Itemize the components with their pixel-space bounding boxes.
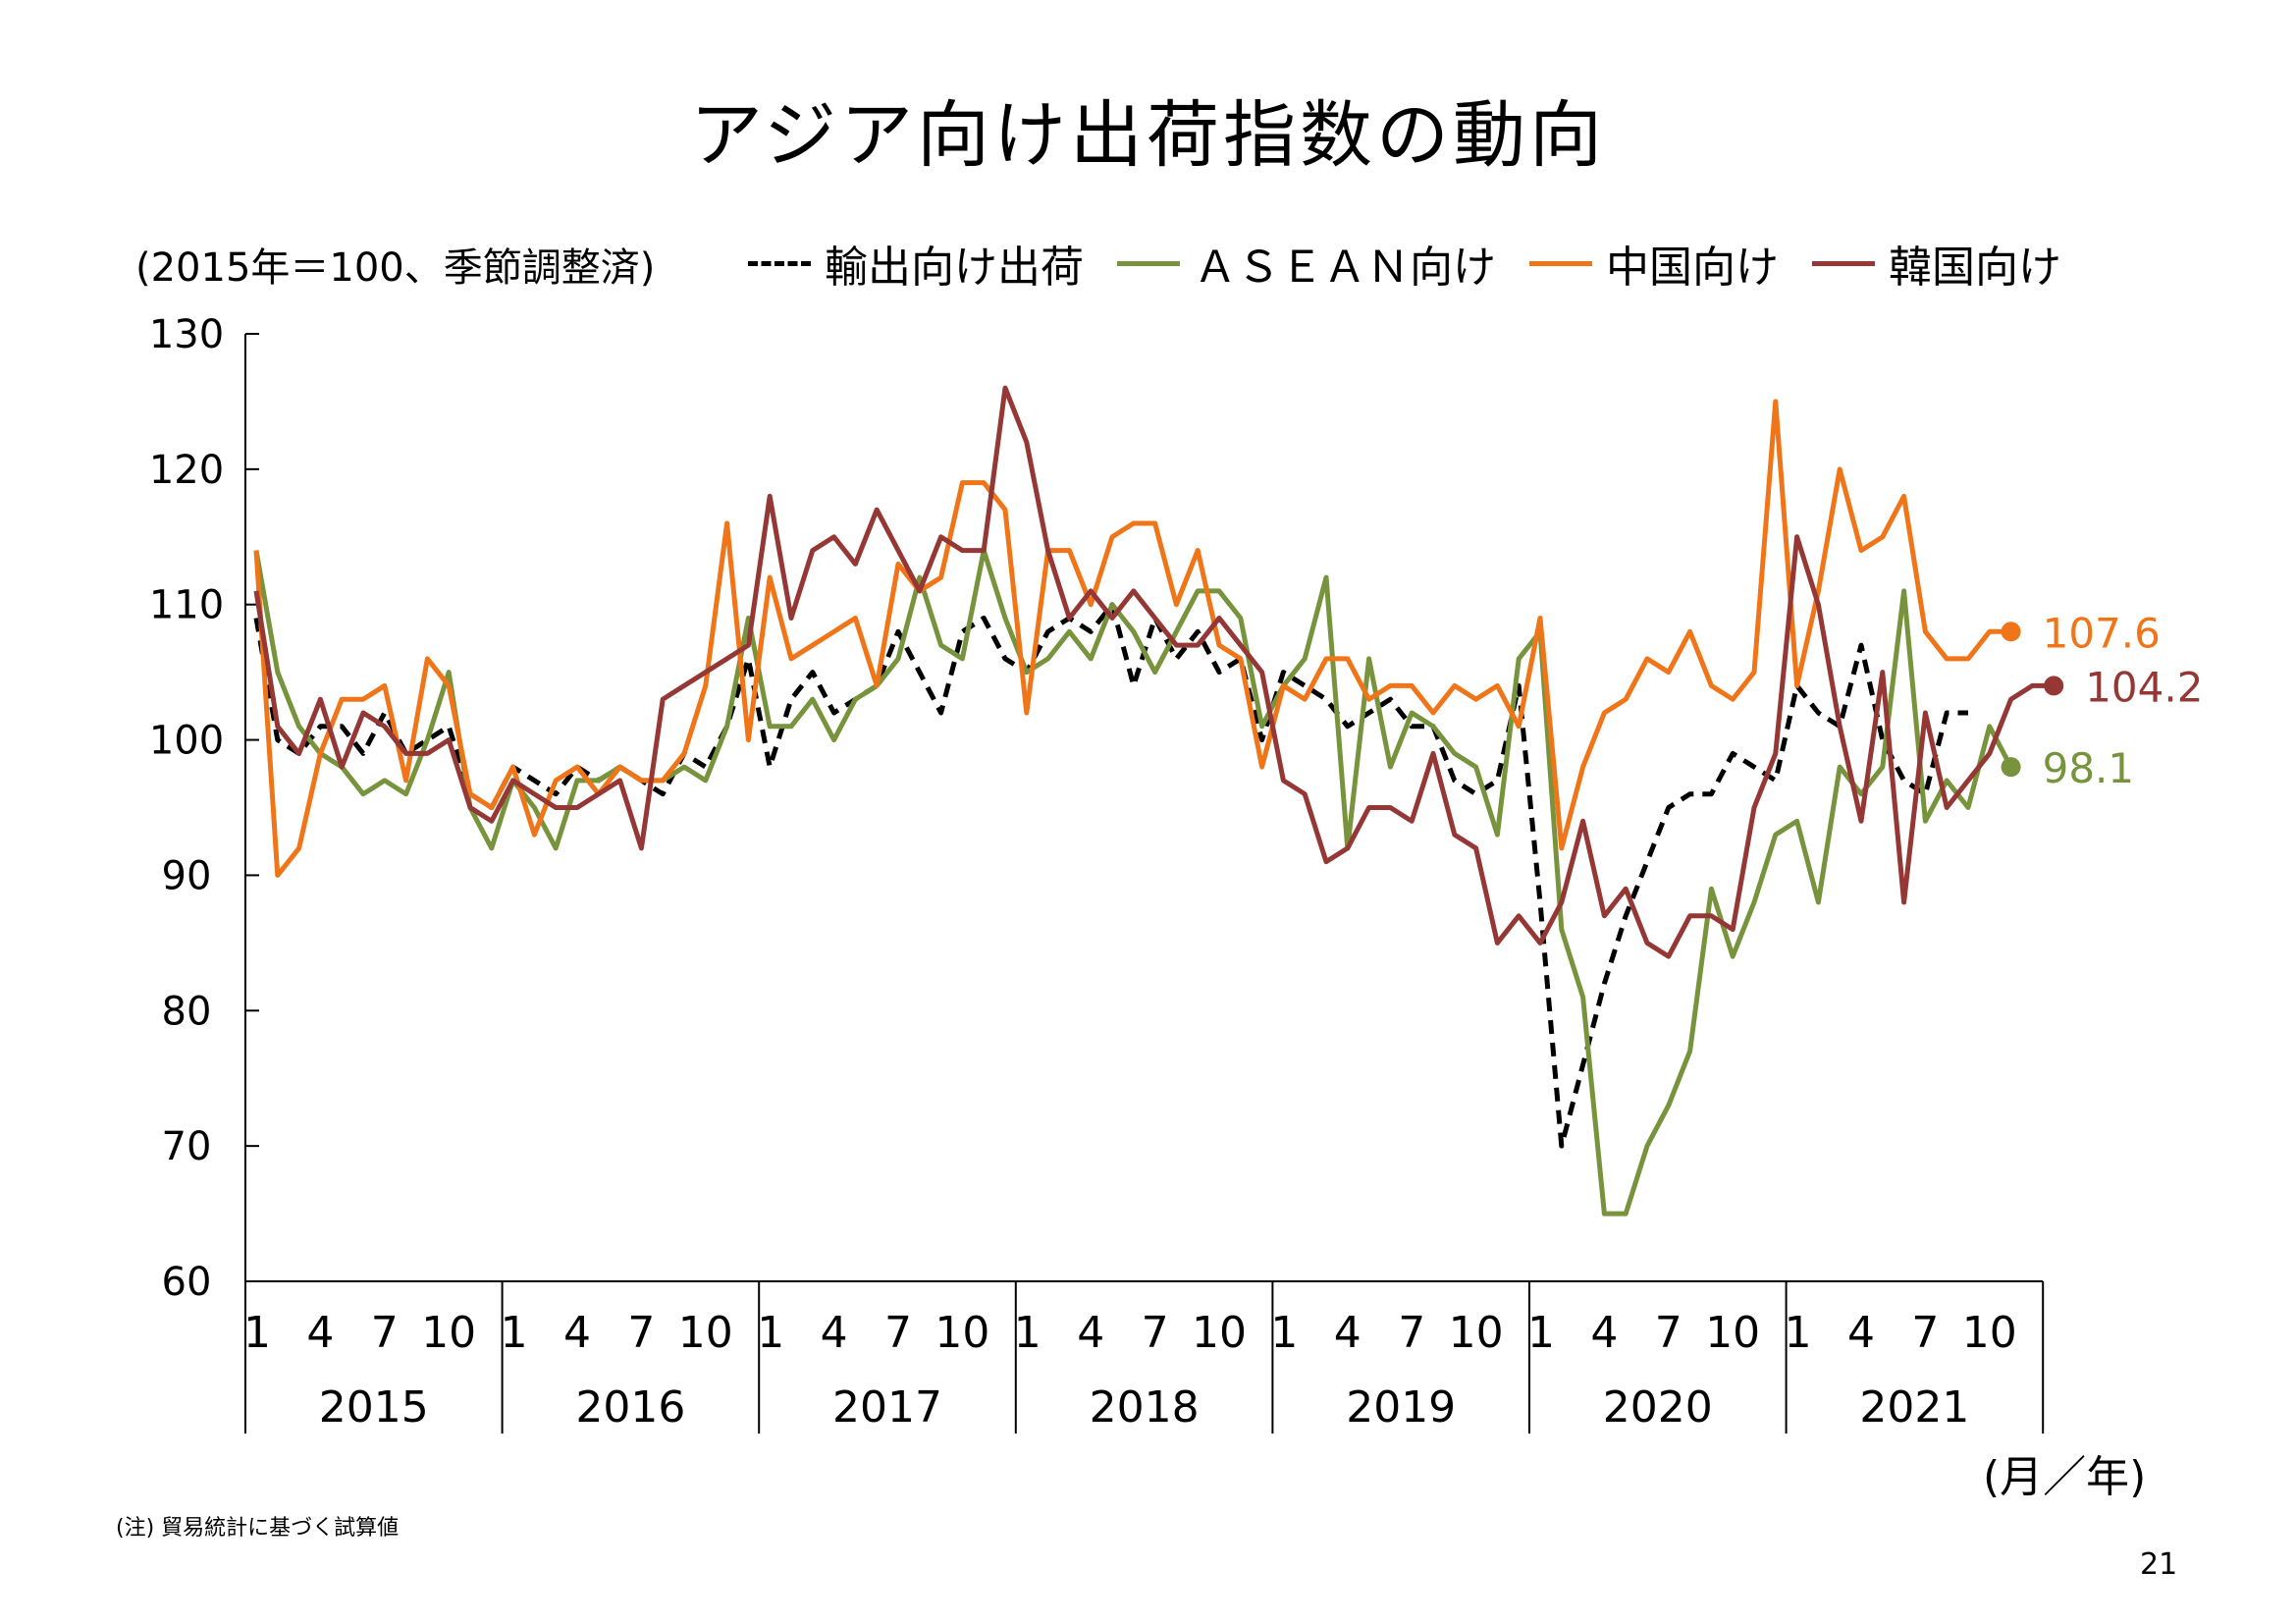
y-tick-label-130: 130 (149, 312, 224, 357)
page-number: 21 (2140, 1547, 2178, 1582)
month-label-2015-10: 10 (421, 1308, 476, 1358)
month-label-2021-10: 10 (1962, 1308, 2017, 1358)
month-label-2021-4: 4 (1847, 1308, 1875, 1358)
legend: 輸出向け出荷 ＡＳＥＡＮ向け 中国向け 韓国向け (748, 232, 2095, 295)
month-label-2016-7: 7 (627, 1308, 655, 1358)
y-tick-label-120: 120 (149, 448, 224, 493)
month-label-2021-1: 1 (1785, 1308, 1812, 1358)
month-label-2017-10: 10 (934, 1308, 989, 1358)
footnote: (注) 貿易統計に基づく試算値 (116, 1516, 400, 1541)
month-label-2018-4: 4 (1077, 1308, 1104, 1358)
month-label-2017-1: 1 (757, 1308, 784, 1358)
legend-swatch-china (1529, 260, 1592, 266)
legend-item-asean: ＡＳＥＡＮ向け (1117, 232, 1496, 295)
year-label-2017: 2017 (832, 1382, 942, 1433)
month-label-2020-1: 1 (1527, 1308, 1555, 1358)
series-line-2 (253, 399, 2011, 878)
month-label-2019-7: 7 (1398, 1308, 1425, 1358)
series-end-marker-2 (2001, 622, 2021, 642)
month-label-2017-4: 4 (821, 1308, 848, 1358)
legend-label-korea: 韓国向け (1889, 243, 2061, 293)
legend-item-china: 中国向け (1529, 232, 1779, 295)
y-unit-label: (2015年＝100、季節調整済) (135, 245, 656, 291)
month-label-2016-1: 1 (501, 1308, 528, 1358)
month-label-2016-10: 10 (678, 1308, 733, 1358)
legend-swatch-asean (1117, 260, 1180, 266)
month-label-2015-7: 7 (371, 1308, 399, 1358)
year-label-2021: 2021 (1859, 1382, 1969, 1433)
month-label-2018-7: 7 (1142, 1308, 1169, 1358)
month-label-2015-1: 1 (243, 1308, 271, 1358)
legend-label-asean: ＡＳＥＡＮ向け (1194, 243, 1496, 293)
year-label-2019: 2019 (1346, 1382, 1456, 1433)
series-line-3 (253, 385, 2055, 959)
year-label-2016: 2016 (575, 1382, 685, 1433)
y-tick-label-90: 90 (162, 853, 212, 898)
series-line-1 (253, 548, 2013, 1217)
month-label-2018-10: 10 (1192, 1308, 1247, 1358)
y-tick-label-60: 60 (162, 1260, 212, 1305)
month-label-2019-10: 10 (1449, 1308, 1504, 1358)
y-tick-label-80: 80 (162, 989, 212, 1034)
series-end-label-1: 98.1 (2043, 744, 2135, 792)
year-label-2020: 2020 (1603, 1382, 1713, 1433)
legend-item-export: 輸出向け出荷 (748, 232, 1084, 295)
legend-swatch-korea (1812, 260, 1875, 266)
month-label-2021-7: 7 (1911, 1308, 1939, 1358)
month-label-2016-4: 4 (563, 1308, 591, 1358)
y-tick-label-110: 110 (149, 583, 224, 628)
chart-title: アジア向け出荷指数の動向 (689, 93, 1607, 178)
month-label-2020-4: 4 (1590, 1308, 1618, 1358)
year-label-2015: 2015 (319, 1382, 429, 1433)
month-label-2018-1: 1 (1014, 1308, 1041, 1358)
legend-label-china: 中国向け (1606, 243, 1779, 293)
month-label-2019-4: 4 (1334, 1308, 1362, 1358)
year-label-2018: 2018 (1090, 1382, 1200, 1433)
y-tick-label-70: 70 (162, 1124, 212, 1169)
x-unit-label: (月／年) (1983, 1452, 2147, 1502)
month-label-2019-1: 1 (1270, 1308, 1298, 1358)
series-end-marker-3 (2044, 676, 2064, 696)
legend-item-korea: 韓国向け (1812, 232, 2061, 295)
legend-label-export: 輸出向け出荷 (825, 243, 1084, 293)
month-label-2020-10: 10 (1705, 1308, 1760, 1358)
month-label-2017-7: 7 (884, 1308, 912, 1358)
series-end-label-2: 107.6 (2043, 609, 2161, 657)
legend-swatch-export (748, 260, 811, 266)
y-tick-label-100: 100 (149, 719, 224, 764)
month-label-2015-4: 4 (306, 1308, 334, 1358)
series-end-label-3: 104.2 (2085, 663, 2203, 711)
month-label-2020-7: 7 (1655, 1308, 1682, 1358)
series-end-marker-1 (2001, 757, 2021, 778)
